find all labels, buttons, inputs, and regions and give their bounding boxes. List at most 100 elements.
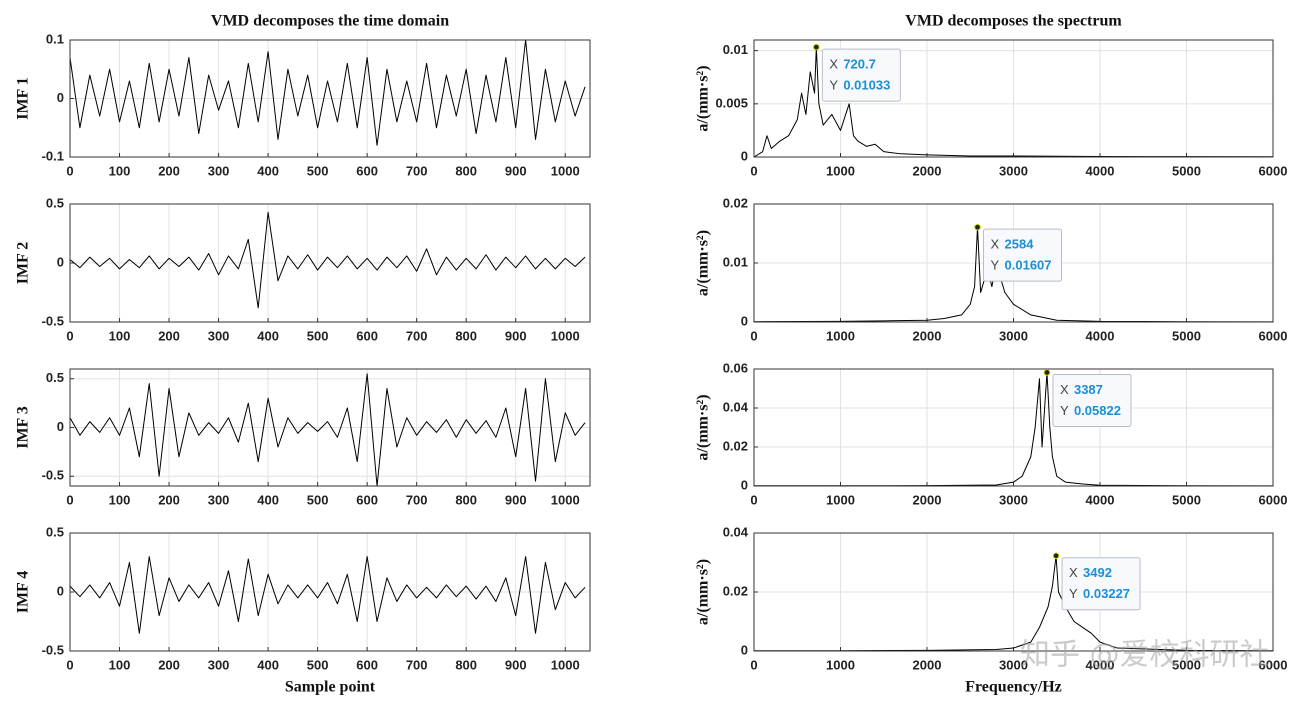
datatip-box <box>1052 373 1132 427</box>
datatip-y-key: Y <box>1060 403 1069 418</box>
signal-line <box>753 46 1274 158</box>
y-tick-label: -0.5 <box>42 468 64 483</box>
datatip-x-value: 2584 <box>1005 237 1035 252</box>
datatip-y-key: Y <box>1069 586 1078 601</box>
datatip-marker <box>813 43 820 51</box>
y-axis-label: IMF 4 <box>15 571 32 614</box>
signal-line <box>754 371 1274 487</box>
y-tick-label: 0.01 <box>723 42 748 57</box>
x-tick-label: 700 <box>406 163 428 178</box>
datatip-marker <box>1052 552 1060 560</box>
x-tick-label: 400 <box>257 328 279 343</box>
x-tick-label: 3000 <box>999 163 1028 178</box>
axes-box <box>69 203 591 323</box>
x-tick-label: 100 <box>109 328 131 343</box>
y-tick-label: 0 <box>741 313 748 328</box>
signal-line <box>69 373 586 487</box>
datatip-x-key: X <box>1069 565 1078 580</box>
signal-line <box>69 39 586 146</box>
y-tick-label: 0.02 <box>723 195 748 210</box>
datatip-x-value: 3492 <box>1083 565 1112 580</box>
y-axis-label: IMF 2 <box>15 242 32 285</box>
x-tick-label: 3000 <box>999 492 1028 507</box>
axes-box <box>753 39 1274 158</box>
x-tick-label: 400 <box>257 492 279 507</box>
x-tick-label: 700 <box>406 328 428 343</box>
x-tick-label: 300 <box>208 163 230 178</box>
chart-title: VMD decomposes the time domain <box>211 13 449 30</box>
datatip-x-value: 3387 <box>1074 382 1103 397</box>
datatip-x-key: X <box>991 237 1000 252</box>
y-tick-label: 0 <box>57 419 64 434</box>
axes-box <box>753 203 1274 323</box>
y-tick-label: 0.04 <box>723 399 749 414</box>
y-tick-label: 0.04 <box>723 524 749 539</box>
datatip: X 2584 Y 0.01607 <box>974 223 1063 282</box>
x-tick-label: 1000 <box>826 492 855 507</box>
y-tick-label: 0.01 <box>723 254 748 269</box>
datatip-box <box>1061 557 1141 611</box>
x-tick-label: 0 <box>750 657 757 672</box>
x-tick-label: 600 <box>356 492 378 507</box>
x-tick-label: 500 <box>307 163 329 178</box>
x-tick-label: 1000 <box>826 163 855 178</box>
y-tick-label: 0.06 <box>723 360 748 375</box>
y-tick-label: 0 <box>741 148 748 163</box>
y-tick-label: 0.5 <box>46 195 64 210</box>
x-axis-label: Frequency/Hz <box>965 679 1062 696</box>
datatip: X 3492 Y 0.03227 <box>1052 552 1141 611</box>
x-tick-label: 100 <box>109 657 131 672</box>
datatip-y-value: 0.03227 <box>1083 586 1130 601</box>
x-tick-label: 0 <box>66 328 73 343</box>
datatip-y-key: Y <box>829 78 838 93</box>
x-tick-label: 900 <box>505 328 527 343</box>
x-tick-label: 5000 <box>1172 328 1201 343</box>
y-tick-label: 0 <box>57 254 64 269</box>
y-tick-label: 0 <box>741 642 748 657</box>
signal-line <box>69 556 586 634</box>
x-tick-label: 2000 <box>913 163 942 178</box>
datatip-marker <box>974 223 981 231</box>
x-tick-label: 5000 <box>1172 163 1201 178</box>
y-tick-label: 0.02 <box>723 583 748 598</box>
axes-box <box>753 532 1274 652</box>
x-tick-label: 1000 <box>826 328 855 343</box>
x-tick-label: 1000 <box>551 328 580 343</box>
axes-box <box>753 368 1274 487</box>
x-tick-label: 900 <box>505 163 527 178</box>
x-tick-label: 700 <box>406 657 428 672</box>
x-tick-label: 3000 <box>999 328 1028 343</box>
datatip-box <box>821 48 901 102</box>
y-tick-label: 0.02 <box>723 438 748 453</box>
x-tick-label: 600 <box>356 163 378 178</box>
x-tick-label: 800 <box>455 163 477 178</box>
y-axis-label: a/(mm·s²) <box>695 394 712 460</box>
y-tick-label: -0.1 <box>42 148 64 163</box>
y-axis-label: a/(mm·s²) <box>695 559 712 625</box>
axes-box <box>69 532 591 652</box>
y-axis-label: IMF 3 <box>15 406 32 449</box>
x-tick-label: 200 <box>158 657 180 672</box>
x-tick-label: 6000 <box>1259 163 1288 178</box>
x-tick-label: 0 <box>66 163 73 178</box>
x-tick-label: 0 <box>66 657 73 672</box>
axes-box <box>69 368 591 487</box>
x-tick-label: 500 <box>307 657 329 672</box>
datatip-y-key: Y <box>991 258 1000 273</box>
x-tick-label: 900 <box>505 657 527 672</box>
x-tick-label: 800 <box>455 492 477 507</box>
x-tick-label: 5000 <box>1172 492 1201 507</box>
x-tick-label: 200 <box>158 492 180 507</box>
x-tick-label: 100 <box>109 492 131 507</box>
x-tick-label: 600 <box>356 657 378 672</box>
x-tick-label: 4000 <box>1086 328 1115 343</box>
x-tick-label: 0 <box>750 328 757 343</box>
x-tick-label: 2000 <box>913 328 942 343</box>
x-tick-label: 6000 <box>1259 657 1288 672</box>
y-tick-label: 0.5 <box>46 524 64 539</box>
datatip-y-value: 0.01607 <box>1005 258 1052 273</box>
y-axis-label: a/(mm·s²) <box>695 230 712 296</box>
signal-line <box>69 211 586 309</box>
y-tick-label: 0 <box>57 90 64 105</box>
datatip-y-value: 0.01033 <box>843 78 890 93</box>
